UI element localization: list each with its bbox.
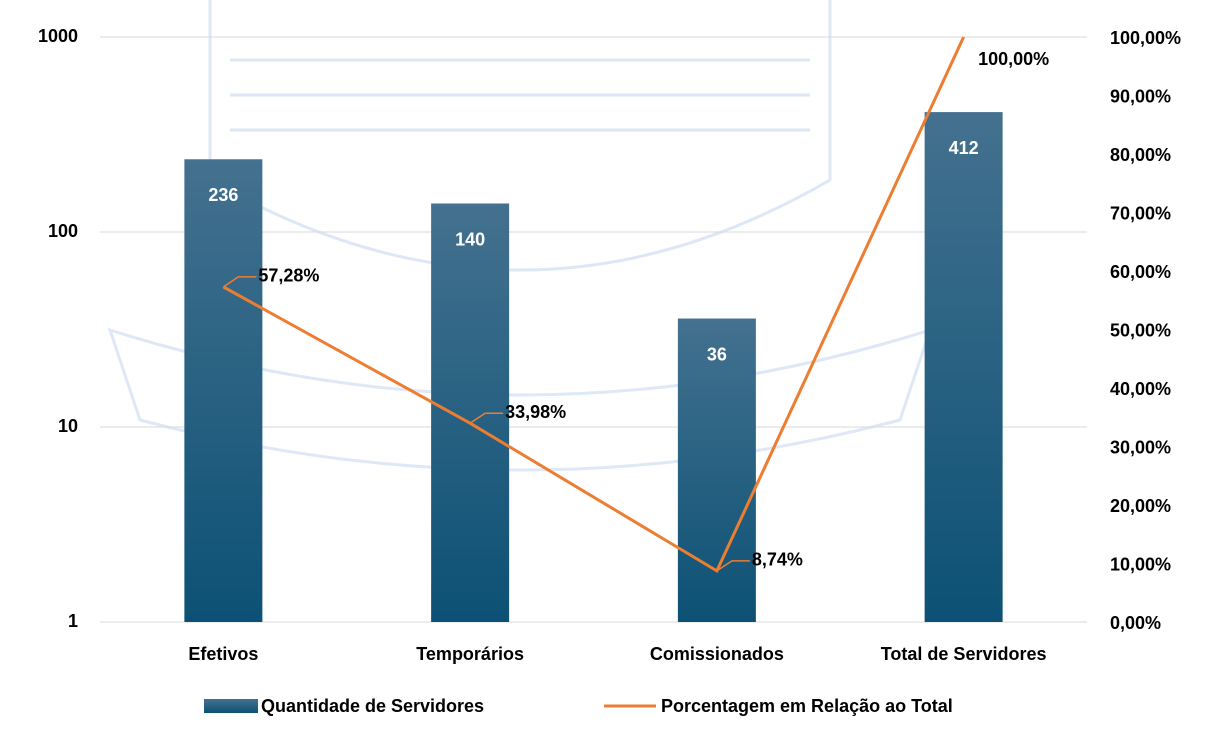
y2-tick-label: 60,00% [1110, 262, 1171, 282]
y-tick-label: 1000 [38, 26, 78, 46]
x-tick-label: Temporários [416, 644, 524, 664]
y2-tick-label: 10,00% [1110, 554, 1171, 574]
x-tick-label: Comissionados [650, 644, 784, 664]
legend-label: Porcentagem em Relação ao Total [661, 696, 953, 716]
legend-label: Quantidade de Servidores [261, 696, 484, 716]
line-value-label: 57,28% [258, 266, 319, 286]
line-value-label: 33,98% [505, 402, 566, 422]
bar-value-label: 140 [455, 229, 485, 249]
y2-tick-label: 40,00% [1110, 379, 1171, 399]
label-leader [716, 560, 750, 572]
bar [924, 112, 1003, 623]
y2-tick-label: 50,00% [1110, 320, 1171, 340]
bar-value-label: 36 [707, 344, 727, 364]
y2-tick-label: 100,00% [1110, 28, 1181, 48]
y2-tick-label: 0,00% [1110, 613, 1161, 633]
line-value-label: 8,74% [752, 550, 803, 570]
y2-tick-label: 30,00% [1110, 437, 1171, 457]
y-tick-label: 10 [58, 416, 78, 436]
y-tick-label: 1 [68, 611, 78, 631]
line-value-label: 100,00% [978, 49, 1049, 69]
x-tick-label: Total de Servidores [881, 644, 1047, 664]
y2-tick-label: 80,00% [1110, 145, 1171, 165]
y2-tick-label: 90,00% [1110, 86, 1171, 106]
bar [184, 159, 263, 622]
y2-tick-label: 70,00% [1110, 203, 1171, 223]
bar-value-label: 236 [208, 185, 238, 205]
line-series [222, 36, 965, 574]
label-leader [222, 276, 257, 288]
label-leader [469, 412, 504, 424]
x-tick-label: Efetivos [188, 644, 258, 664]
y2-tick-label: 20,00% [1110, 496, 1171, 516]
bar-value-label: 412 [949, 138, 979, 158]
y-tick-label: 100 [48, 221, 78, 241]
legend-swatch [204, 699, 258, 713]
